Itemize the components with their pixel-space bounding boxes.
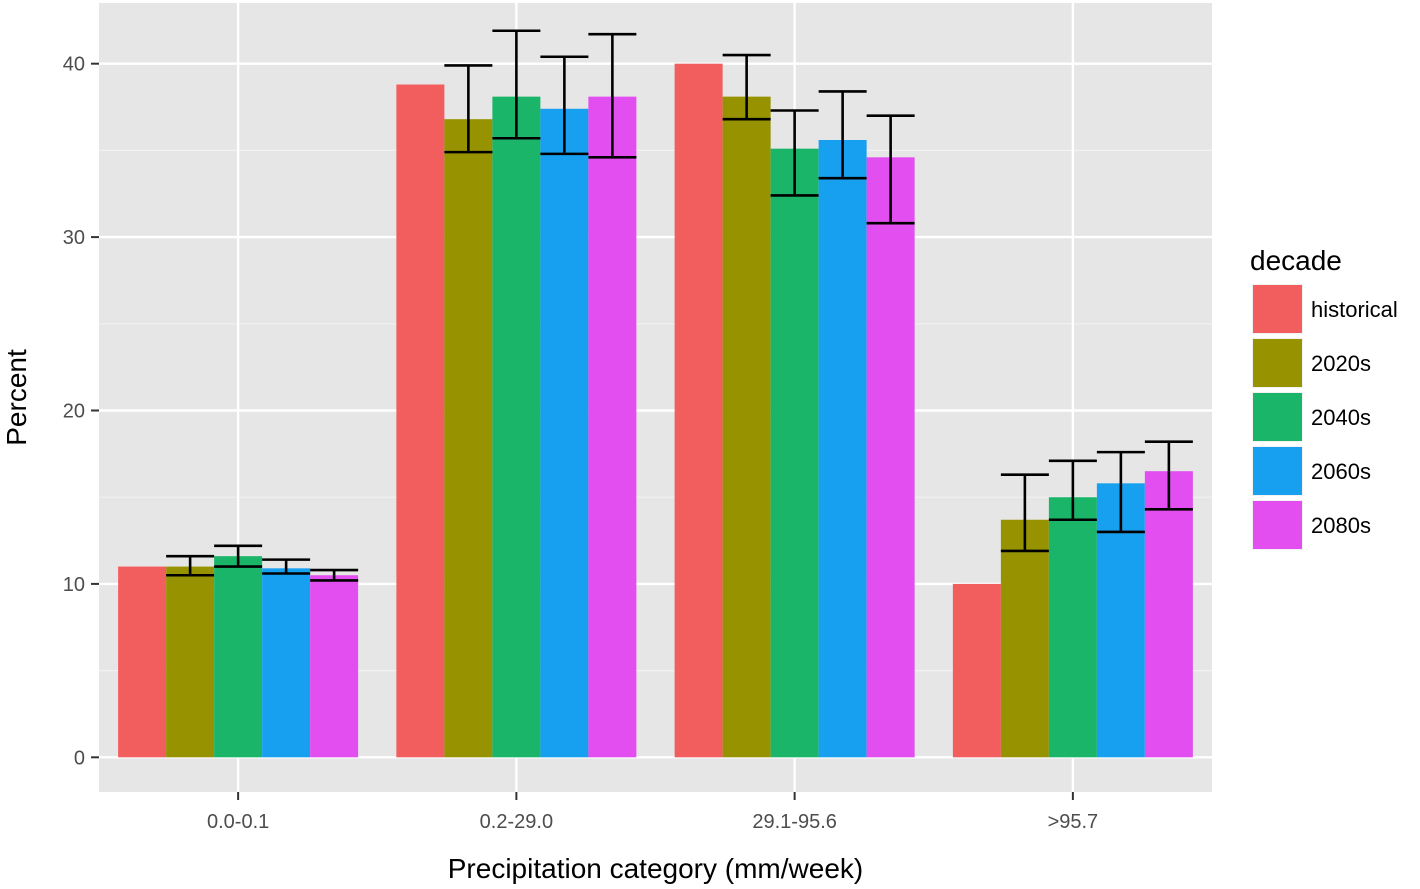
legend-item: 2060s <box>1252 446 1371 496</box>
error-bar <box>540 55 589 156</box>
bar <box>722 96 771 758</box>
bar <box>866 157 915 758</box>
bar <box>1048 497 1097 758</box>
axes: 0 10 20 30 40 0.0-0.1 0.2-29.0 29.1-95.6 >95.7 <box>63 54 1098 833</box>
bars <box>118 63 1193 758</box>
bar <box>310 575 359 758</box>
bar <box>770 148 819 758</box>
x-tick-label: >95.7 <box>1048 811 1099 833</box>
error-bar <box>166 554 215 577</box>
x-tick-label: 0.2-29.0 <box>480 811 553 833</box>
bar <box>118 566 167 758</box>
y-tick-label: 30 <box>63 227 85 249</box>
legend-item: 2020s <box>1252 338 1371 388</box>
error-bar <box>588 32 637 159</box>
bar <box>674 63 723 758</box>
bar <box>166 566 215 758</box>
y-axis-title: Percent <box>1 349 32 446</box>
bar <box>952 583 1001 758</box>
error-bar <box>722 53 771 121</box>
x-axis-title: Precipitation category (mm/week) <box>448 853 863 884</box>
error-bar <box>818 90 867 180</box>
bar <box>818 139 867 758</box>
legend-key-swatch <box>1253 339 1302 387</box>
legend-item: 2080s <box>1252 500 1371 550</box>
error-bar <box>444 64 493 154</box>
legend-title: decade <box>1250 245 1342 276</box>
bar <box>1000 519 1049 758</box>
bar <box>214 556 263 758</box>
legend-label: historical <box>1311 297 1398 322</box>
y-tick-label: 40 <box>63 54 85 76</box>
error-bar <box>1048 459 1097 522</box>
y-tick-label: 0 <box>74 747 85 769</box>
bar <box>262 568 311 758</box>
error-bar <box>1144 440 1193 511</box>
legend-key-swatch <box>1253 393 1302 441</box>
bar <box>588 96 637 758</box>
legend: decade historical 2020s 2040s 2060s 2080s <box>1250 245 1398 550</box>
legend-key-swatch <box>1253 447 1302 495</box>
y-tick-label: 20 <box>63 401 85 423</box>
error-bar <box>866 114 915 225</box>
error-bar <box>262 558 311 575</box>
bar <box>1144 471 1193 758</box>
legend-label: 2020s <box>1311 351 1371 376</box>
legend-item: historical <box>1252 284 1398 334</box>
legend-key-swatch <box>1253 501 1302 549</box>
error-bar <box>770 109 819 197</box>
legend-label: 2060s <box>1311 459 1371 484</box>
x-tick-label: 29.1-95.6 <box>752 811 837 833</box>
bar <box>540 108 589 758</box>
bar <box>444 119 493 758</box>
legend-key-swatch <box>1253 285 1302 333</box>
error-bars <box>166 29 1193 582</box>
bar <box>396 84 445 758</box>
bar <box>492 96 541 758</box>
legend-label: 2040s <box>1311 405 1371 430</box>
error-bar <box>310 568 359 582</box>
error-bar <box>1096 450 1145 534</box>
error-bar <box>214 544 263 568</box>
error-bar <box>1000 473 1049 553</box>
y-tick-label: 10 <box>63 574 85 596</box>
legend-label: 2080s <box>1311 513 1371 538</box>
x-tick-label: 0.0-0.1 <box>207 811 269 833</box>
legend-item: 2040s <box>1252 392 1371 442</box>
error-bar <box>492 29 541 140</box>
